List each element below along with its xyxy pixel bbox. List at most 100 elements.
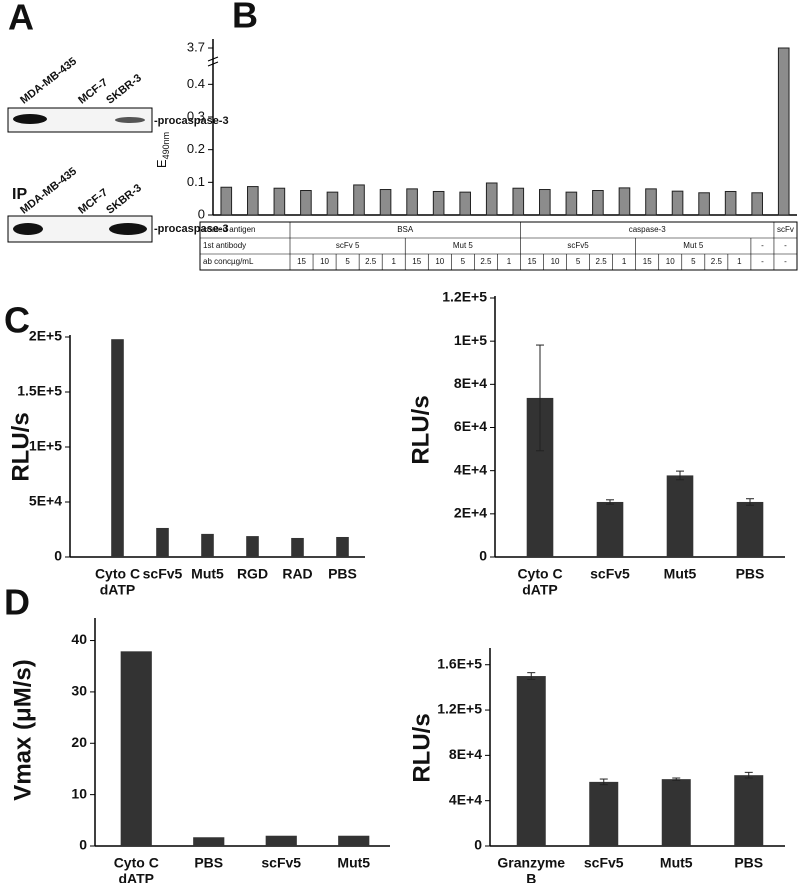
x-tick-label: RGD [237, 566, 268, 582]
bar [565, 191, 578, 216]
table-cell: 1 [391, 257, 396, 266]
bar [201, 533, 214, 557]
bar [539, 189, 551, 216]
y-axis-label: E490nm [154, 132, 171, 168]
table-cell: - [761, 257, 764, 266]
bar [247, 186, 259, 216]
y-tick-label: 1.2E+5 [437, 701, 482, 717]
panel-label: A [8, 0, 34, 38]
bar [353, 184, 365, 216]
y-tick-label: 0.1 [187, 174, 205, 189]
x-tick-label: dATP [100, 582, 136, 598]
x-tick-label: Mut5 [337, 855, 370, 871]
table-cell: BSA [397, 225, 414, 234]
x-tick-label: PBS [734, 855, 763, 871]
y-axis-label: RLU/s [7, 412, 34, 481]
y-tick-label: 0.4 [187, 76, 205, 91]
table-cell: caspase-3 [629, 225, 666, 234]
bar [338, 835, 370, 846]
x-tick-label: Mut5 [664, 566, 697, 582]
x-tick-label: Mut5 [191, 566, 224, 582]
y-tick-label: 0 [198, 206, 205, 221]
band-label: -procaspase-3 [154, 223, 229, 235]
x-tick-label: Cyto C [114, 855, 159, 871]
x-tick-label: Cyto C [95, 566, 140, 582]
bar [736, 501, 764, 557]
ip-label: IP [12, 186, 27, 203]
lane-label: MDA-MB-435 [18, 55, 79, 106]
y-tick-label: 40 [71, 631, 87, 647]
x-tick-label: PBS [328, 566, 357, 582]
axis-break [207, 61, 219, 67]
table-cell: Mut 5 [683, 241, 704, 250]
bar [512, 187, 525, 216]
x-tick-label: PBS [194, 855, 223, 871]
y-tick-label: 4E+4 [449, 791, 482, 807]
table-cell: 2.5 [711, 257, 723, 266]
table-cell: ab concµg/mL [203, 257, 254, 266]
y-axis-label: RLU/s [408, 713, 435, 782]
table-cell: 5 [461, 257, 466, 266]
table-cell: 1 [622, 257, 627, 266]
table-cell: 2.5 [365, 257, 377, 266]
y-tick-label: 0.2 [187, 141, 205, 156]
y-tick-label: 0 [54, 548, 62, 564]
x-tick-label: scFv5 [261, 855, 301, 871]
table-cell: 2.5 [596, 257, 608, 266]
y-axis-label: RLU/s [407, 395, 434, 464]
x-tick-label: dATP [118, 871, 154, 883]
bar [666, 475, 694, 557]
y-axis-label: Vmax (μM/s) [9, 659, 36, 800]
table-cell: 1 [507, 257, 512, 266]
panel-label: D [4, 582, 30, 623]
lane-label: MCF-7 [76, 77, 110, 107]
band [13, 223, 43, 235]
band [13, 114, 47, 124]
y-axis-label-main: E [154, 159, 169, 168]
x-tick-label: B [526, 871, 536, 883]
bar [777, 47, 790, 216]
table-cell: 10 [320, 257, 329, 266]
table-cell: 10 [551, 257, 560, 266]
bar [220, 186, 233, 216]
bar [516, 676, 546, 846]
bar [326, 191, 339, 216]
y-tick-label: 6E+4 [454, 418, 487, 434]
x-tick-label: PBS [736, 566, 765, 582]
bar [246, 536, 259, 557]
lane-label: MCF-7 [76, 187, 110, 217]
bar [291, 537, 304, 557]
error-bar [527, 672, 536, 680]
error-bar [744, 771, 753, 779]
y-axis-label-sub: 490nm [161, 132, 171, 160]
x-tick-label: Granzyme [497, 855, 565, 871]
x-tick-label: scFv5 [584, 855, 624, 871]
bar [589, 781, 619, 846]
y-tick-label: 8E+4 [454, 375, 487, 391]
table-cell: 15 [528, 257, 537, 266]
x-tick-label: scFv5 [143, 566, 183, 582]
y-tick-label: 0 [474, 837, 482, 853]
table-cell: 15 [297, 257, 306, 266]
y-tick-label: 0 [79, 837, 87, 853]
x-tick-label: RAD [282, 566, 312, 582]
bar [645, 188, 657, 216]
y-tick-label: 3.7 [187, 39, 205, 54]
table-cell: 10 [666, 257, 675, 266]
bar [751, 192, 763, 216]
bar [698, 192, 710, 216]
error-bar [606, 499, 614, 505]
table-cell: - [784, 257, 787, 266]
bar [485, 182, 498, 216]
y-tick-label: 4E+4 [454, 461, 487, 477]
table-cell: 2.5 [480, 257, 492, 266]
x-tick-label: dATP [522, 582, 558, 598]
lane-label: SKBR-3 [104, 72, 144, 107]
band [115, 117, 145, 123]
table-cell: 5 [345, 257, 350, 266]
panel-label: C [4, 300, 30, 341]
y-tick-label: 2E+4 [454, 505, 487, 521]
bar [724, 190, 737, 216]
table-cell: 1st antibody [203, 241, 246, 250]
table-cell: scFv [777, 225, 794, 234]
